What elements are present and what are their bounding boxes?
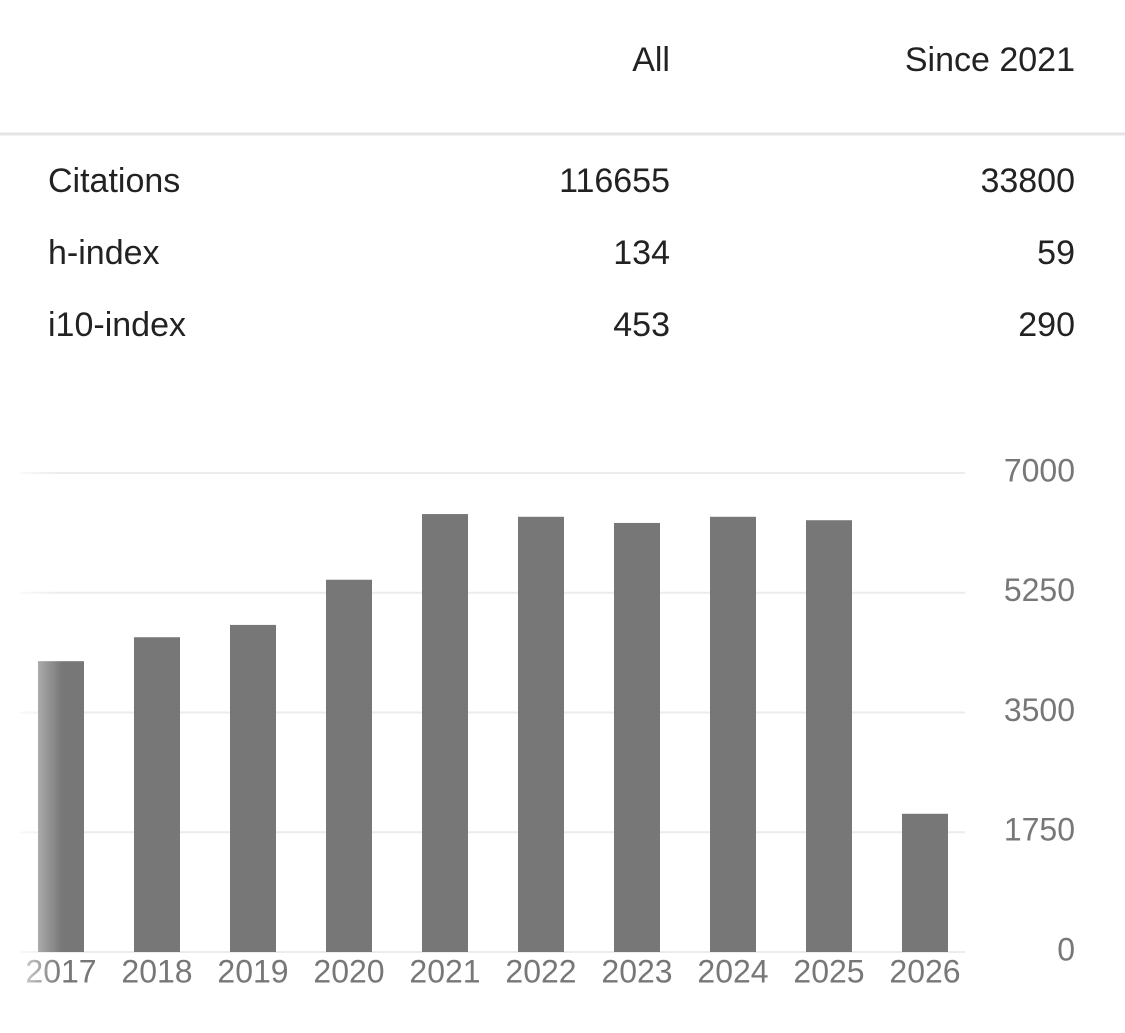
column-header: Since 2021 (905, 41, 1075, 79)
x-tick-label: 2018 (121, 953, 192, 989)
bar (326, 579, 372, 952)
row-label: h-index (48, 234, 160, 272)
bar (134, 637, 180, 952)
x-tick-label: 2021 (409, 953, 480, 989)
bar (614, 522, 660, 952)
cell: 134 (613, 234, 670, 272)
bar (230, 624, 276, 952)
y-tick-label: 1750 (1004, 812, 1075, 848)
x-tick-label: 2024 (697, 953, 768, 989)
cell: 59 (1037, 234, 1075, 272)
cell: 290 (1018, 306, 1075, 344)
x-tick-label: 2023 (601, 953, 672, 989)
y-tick-label: 5250 (1004, 572, 1075, 608)
scroll-fade (0, 460, 62, 1000)
y-tick-label: 7000 (1004, 452, 1075, 488)
x-tick-label: 2022 (505, 953, 576, 989)
x-tick-label: 2026 (889, 953, 960, 989)
bar (422, 514, 468, 952)
bar (710, 516, 756, 952)
row-label: i10-index (48, 306, 186, 344)
cell: 33800 (980, 162, 1075, 200)
cell: 116655 (559, 162, 670, 200)
y-tick-label: 3500 (1004, 692, 1075, 728)
bar (518, 516, 564, 952)
y-tick-label: 0 (1057, 931, 1075, 967)
x-tick-label: 2020 (313, 953, 384, 989)
bar (902, 813, 948, 952)
row-label: Citations (48, 162, 180, 200)
cell: 453 (613, 306, 670, 344)
x-tick-label: 2025 (793, 953, 864, 989)
x-tick-label: 2019 (217, 953, 288, 989)
column-header: All (632, 41, 670, 79)
bar (806, 520, 852, 952)
